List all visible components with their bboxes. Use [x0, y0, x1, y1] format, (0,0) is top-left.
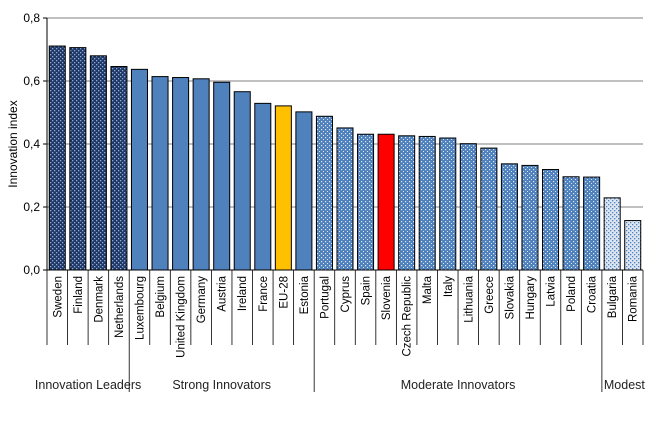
y-axis-title: Innovation index — [6, 100, 20, 187]
bar-lithuania — [459, 143, 477, 271]
category-label: Greece — [484, 276, 496, 314]
bar-denmark — [89, 55, 107, 271]
bar-france — [254, 102, 272, 271]
category-label: Slovakia — [504, 275, 516, 319]
bar-italy — [439, 137, 457, 271]
category-label: Spain — [361, 276, 373, 305]
group-labels: Innovation Leaders Strong Innovators Moder… — [35, 345, 646, 392]
bar-cyprus — [336, 127, 354, 271]
category-label: Lithuania — [463, 275, 475, 322]
y-tick-label: 0,4 — [23, 137, 40, 151]
bar-spain — [357, 133, 375, 271]
y-tick-label: 0,6 — [23, 74, 40, 88]
bar-slovenia — [377, 133, 395, 271]
category-label: Italy — [443, 276, 455, 297]
category-label: Croatia — [587, 275, 599, 313]
bar-portugal — [315, 115, 333, 271]
bar-malta — [418, 135, 436, 271]
category-label: Belgium — [155, 276, 167, 318]
bar-poland — [562, 176, 580, 271]
category-label: United Kingdom — [176, 276, 188, 358]
bar-romania — [624, 220, 642, 271]
bar-estonia — [295, 111, 313, 271]
category-label: Luxembourg — [134, 276, 146, 340]
category-label: Portugal — [319, 276, 331, 319]
bar-bulgaria — [603, 197, 621, 271]
category-label: Finland — [73, 276, 85, 314]
bar-sweden — [48, 45, 66, 271]
bar-eu-28 — [274, 105, 292, 271]
bar-slovakia — [500, 163, 518, 271]
category-label: Sweden — [52, 276, 64, 318]
category-label: Cyprus — [340, 276, 352, 313]
category-label: Germany — [196, 276, 208, 324]
category-label: EU-28 — [278, 276, 290, 309]
y-tick-label: 0,8 — [23, 11, 40, 25]
bar-czech-republic — [398, 135, 416, 271]
bars — [48, 45, 642, 271]
category-label: Netherlands — [114, 276, 126, 338]
category-label: Denmark — [93, 276, 105, 323]
bar-hungary — [521, 164, 539, 271]
group-label: Innovation Leaders — [35, 378, 141, 392]
category-label: Latvia — [546, 275, 558, 306]
bar-finland — [69, 47, 87, 271]
bar-luxembourg — [130, 68, 148, 271]
bar-ireland — [233, 91, 251, 271]
category-label: Estonia — [299, 275, 311, 314]
bar-austria — [213, 81, 231, 271]
category-label: Romania — [628, 275, 640, 322]
bar-united-kingdom — [172, 77, 190, 271]
y-tick-label: 0,2 — [23, 200, 40, 214]
category-label: Czech Republic — [402, 276, 414, 357]
bar-belgium — [151, 76, 169, 271]
bar-latvia — [542, 169, 560, 271]
bar-greece — [480, 147, 498, 271]
category-label: Bulgaria — [607, 275, 619, 318]
category-label: Hungary — [525, 276, 537, 320]
y-tick-label: 0,0 — [23, 263, 40, 277]
bar-germany — [192, 78, 210, 271]
category-label: France — [258, 276, 270, 312]
category-labels: Sweden Finland Denmark Netherlands Luxembour… — [46, 270, 644, 358]
category-label: Poland — [566, 276, 578, 312]
category-label: Slovenia — [381, 275, 393, 320]
y-axis-ticks: 0,0 0,2 0,4 0,6 0,8 — [23, 11, 48, 277]
category-label: Austria — [217, 275, 229, 311]
bar-croatia — [583, 176, 601, 271]
group-label: Modest Innova — [604, 378, 646, 392]
group-label: Moderate Innovators — [401, 378, 516, 392]
group-label: Strong Innovators — [172, 378, 271, 392]
category-label: Malta — [422, 275, 434, 304]
bar-netherlands — [110, 66, 128, 271]
category-label: Ireland — [237, 276, 249, 311]
